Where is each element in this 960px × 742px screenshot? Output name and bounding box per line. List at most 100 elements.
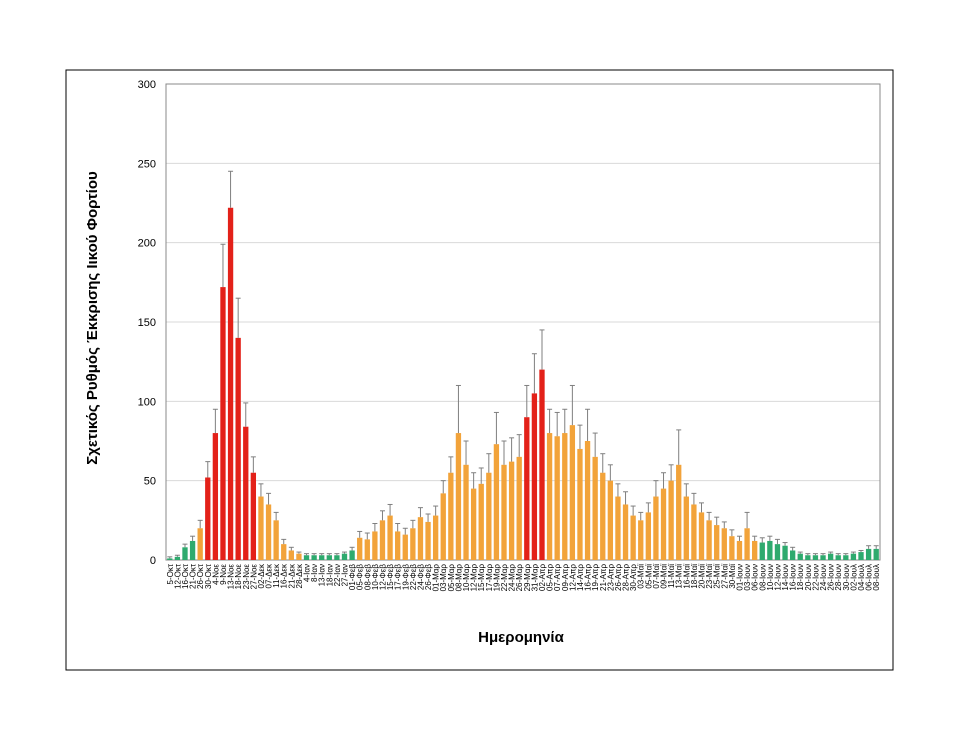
bar	[789, 550, 796, 560]
bar	[432, 515, 439, 560]
x-tick-label: 12-Μαρ	[470, 564, 479, 592]
x-tick-label: 18-Ιαν	[325, 564, 334, 586]
bar	[455, 433, 462, 560]
x-tick-label: 22-Ιαν	[333, 564, 342, 586]
x-tick-label: 10-Μαρ	[462, 564, 471, 592]
x-tick-label: 13-Νοε	[227, 564, 236, 590]
x-tick-label: 12-Οκτ	[173, 563, 182, 589]
bar	[273, 520, 279, 560]
x-tick-label: 31-Μαρ	[530, 564, 539, 592]
bar	[759, 542, 765, 560]
bar	[326, 555, 332, 560]
x-tick-label: 03-Μαϊ	[637, 564, 646, 589]
x-tick-label: 22-Μαρ	[500, 564, 509, 592]
bar	[425, 521, 431, 560]
x-tick-label: 02-Ιουλ	[849, 564, 858, 591]
bar	[812, 555, 819, 560]
bar	[402, 534, 408, 560]
x-tick-label: 18-Νοε	[234, 564, 243, 590]
x-tick-label: 17-Μαρ	[485, 564, 494, 592]
bar	[516, 456, 522, 560]
bar	[584, 441, 591, 560]
x-tick-label: 24-Μαρ	[508, 564, 517, 592]
x-tick-label: 26-Φεβ	[424, 564, 433, 591]
bar	[827, 553, 834, 560]
x-tick-label: 11-Μαϊ	[667, 564, 676, 588]
bar	[691, 504, 697, 560]
bar	[554, 436, 560, 560]
x-tick-label: 24-Ιουν	[819, 564, 828, 591]
bar	[805, 555, 811, 560]
bar	[729, 536, 735, 560]
x-tick-label: 05-Μαρ	[447, 564, 456, 592]
x-tick-label: 30-Οκτ	[204, 563, 213, 589]
bar	[622, 504, 629, 560]
x-tick-label: 02-Δεκ	[257, 563, 266, 588]
bar	[235, 337, 241, 560]
bar	[850, 553, 857, 560]
bar	[364, 539, 370, 560]
bar	[319, 555, 325, 560]
bar	[873, 548, 879, 560]
x-tick-label: 28-Ιουν	[834, 564, 843, 591]
bar	[607, 480, 614, 560]
bar	[774, 544, 781, 560]
x-tick-label: 01-Μαρ	[432, 564, 441, 592]
bar	[303, 555, 310, 560]
bar	[417, 517, 424, 560]
x-tick-label: 07-Μαϊ	[652, 564, 661, 589]
x-tick-label: 26-Οκτ	[196, 563, 205, 589]
bar	[243, 426, 249, 560]
bar	[638, 520, 644, 560]
bar	[197, 528, 203, 560]
bar	[546, 433, 553, 560]
bar	[782, 545, 788, 560]
x-tick-label: 05-Απρ	[546, 564, 555, 591]
y-tick-label: 200	[138, 238, 156, 250]
bar	[470, 488, 477, 560]
x-tick-label: 20-Ιουν	[804, 564, 813, 591]
x-tick-label: 19-Μαρ	[492, 564, 501, 592]
bar	[250, 472, 257, 560]
x-tick-label: 05-Μαϊ	[644, 564, 653, 589]
bar	[539, 369, 545, 560]
x-tick-label: 19-Φεβ	[401, 564, 410, 591]
x-tick-label: 28-Δεκ	[295, 563, 304, 588]
bar	[463, 464, 469, 560]
x-tick-label: 21-Οκτ	[189, 563, 198, 589]
x-tick-label: 8-Ιαν	[310, 564, 319, 582]
bar	[592, 456, 598, 560]
x-tick-label: 06-Ιουν	[751, 564, 760, 591]
bar	[220, 287, 226, 560]
x-tick-label: 14-Απρ	[576, 564, 585, 591]
x-tick-label: 07-Απρ	[553, 564, 562, 591]
x-tick-label: 05-Φεβ	[356, 564, 365, 591]
x-tick-label: 15-Μαρ	[477, 564, 486, 592]
x-tick-label: 24-Φεβ	[416, 564, 425, 591]
bar	[379, 520, 386, 560]
bar	[265, 504, 272, 560]
bar	[683, 496, 689, 560]
x-tick-label: 20-Μαϊ	[698, 564, 707, 589]
x-tick-label: 13-Μαϊ	[675, 564, 684, 589]
bar	[820, 555, 826, 560]
bar	[174, 556, 181, 560]
bar	[205, 477, 211, 560]
bar	[212, 433, 219, 560]
bar	[721, 528, 727, 560]
bar	[167, 558, 173, 560]
bar	[843, 555, 849, 560]
bar	[281, 544, 287, 560]
bar	[448, 472, 454, 560]
bar	[835, 555, 841, 560]
x-tick-label: 16-Ιουν	[789, 564, 798, 591]
x-tick-label: 04-Ιουλ	[857, 564, 866, 591]
x-tick-label: 12-Απρ	[568, 564, 577, 591]
x-tick-label: 02-Απρ	[538, 564, 547, 591]
bar	[357, 537, 363, 560]
bar	[372, 531, 378, 560]
x-tick-label: 08-Μαρ	[454, 564, 463, 592]
x-tick-label: 19-Απρ	[591, 564, 600, 591]
x-tick-label: 27-Μαϊ	[720, 564, 729, 589]
